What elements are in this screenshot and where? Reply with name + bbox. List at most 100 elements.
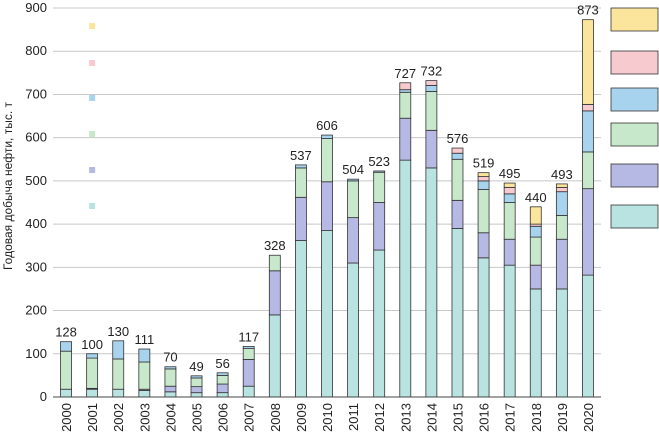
bar-segment — [529, 206, 542, 225]
bar-segment — [477, 176, 490, 182]
legend-swatch — [610, 204, 659, 229]
bar-segment — [425, 84, 438, 92]
x-tick-label: 2017 — [503, 403, 518, 432]
x-tick-label: 2018 — [529, 403, 544, 432]
bar-segment — [242, 348, 255, 360]
bar-segment — [242, 346, 255, 349]
total-label: 606 — [316, 118, 338, 133]
y-tick-label: 600 — [25, 130, 47, 145]
total-label: 100 — [81, 337, 103, 352]
bars-group — [60, 19, 594, 398]
bar-segment — [268, 254, 281, 272]
bar-segment — [190, 377, 203, 388]
bar-segment — [268, 314, 281, 398]
bar-segment — [451, 152, 464, 160]
total-label: 49 — [189, 359, 203, 374]
bar-segment — [425, 80, 438, 86]
bar-segment — [242, 385, 255, 398]
bar-segment — [399, 159, 412, 398]
bar-segment — [451, 228, 464, 398]
total-label: 519 — [473, 156, 495, 171]
total-label: 537 — [290, 148, 312, 163]
bar-segment — [451, 199, 464, 229]
bar-segment — [555, 238, 568, 290]
bar-segment — [555, 191, 568, 216]
total-label: 128 — [55, 325, 77, 340]
x-axis-labels: 2000 2001 2002 2003 2004 2005 2006 2007 2008 2009… — [59, 403, 596, 432]
bar-segment — [347, 262, 359, 398]
x-tick-label: 2001 — [85, 403, 100, 432]
bar-segment — [112, 358, 125, 390]
bar-segment — [399, 91, 412, 119]
bar-segment — [503, 182, 516, 188]
bar-segment — [425, 167, 438, 398]
bar-segment — [399, 82, 412, 91]
total-label: 117 — [238, 329, 259, 344]
legend-marker — [89, 95, 96, 101]
bar-segment — [582, 151, 594, 190]
bar-segment — [555, 215, 568, 240]
bar-segment — [190, 375, 203, 379]
x-tick-label: 2012 — [372, 403, 387, 432]
x-tick-label: 2002 — [111, 403, 126, 432]
bar-segment — [477, 232, 490, 259]
legend-swatch — [610, 163, 659, 188]
y-tick-label: 200 — [25, 303, 47, 318]
y-tick-label: 400 — [25, 216, 47, 231]
bar-segment — [242, 358, 255, 387]
bar-segment — [190, 386, 203, 394]
bar-segment — [216, 372, 229, 376]
bar-segment — [373, 202, 386, 251]
bar-segment — [112, 340, 125, 360]
y-tick-label: 300 — [25, 259, 47, 274]
bar-segment — [503, 186, 516, 195]
bar-segment — [138, 348, 151, 363]
bar-segment — [582, 110, 594, 153]
bar-segment — [164, 368, 177, 387]
bar-segment — [555, 186, 568, 193]
bar-segment — [529, 225, 542, 238]
bar-segment — [503, 193, 516, 203]
x-tick-label: 2015 — [450, 403, 465, 432]
bar-segment — [373, 249, 386, 398]
x-tick-label: 2005 — [190, 403, 205, 432]
bar-segment — [295, 196, 307, 241]
bar-segment — [582, 19, 594, 105]
bar-segment — [295, 240, 307, 398]
bar-segment — [295, 167, 307, 198]
total-label: 495 — [499, 166, 521, 181]
bar-segment — [347, 178, 359, 182]
bar-segment — [164, 391, 177, 398]
total-label: 523 — [368, 154, 390, 169]
bar-segment — [60, 388, 72, 398]
y-tick-label: 700 — [25, 86, 47, 101]
legend-swatch — [610, 50, 659, 75]
x-tick-label: 2003 — [137, 403, 152, 432]
x-tick-label: 2016 — [477, 403, 492, 432]
total-label: 56 — [215, 356, 229, 371]
bar-segment — [529, 236, 542, 266]
bar-segment — [138, 390, 151, 398]
legend-marker — [89, 167, 96, 173]
bar-segment — [582, 274, 594, 398]
total-label: 111 — [134, 332, 154, 347]
bar-segment — [347, 180, 359, 219]
x-tick-label: 2004 — [163, 403, 178, 432]
bar-segment — [216, 374, 229, 385]
total-label: 873 — [577, 3, 599, 18]
total-label: 732 — [421, 64, 443, 79]
x-tick-label: 2007 — [242, 403, 257, 432]
bar-segment — [86, 357, 99, 389]
bar-segment — [347, 217, 359, 264]
bar-segment — [399, 117, 412, 161]
bar-segment — [451, 147, 464, 154]
total-label: 504 — [342, 162, 364, 177]
bar-segment — [60, 350, 72, 390]
bar-segment — [321, 138, 333, 183]
y-tick-label: 900 — [25, 0, 47, 15]
bar-segment — [268, 270, 281, 316]
x-tick-label: 2000 — [59, 403, 74, 432]
total-label: 328 — [264, 238, 286, 253]
legend-marker — [89, 23, 96, 29]
bar-segment — [373, 171, 386, 203]
